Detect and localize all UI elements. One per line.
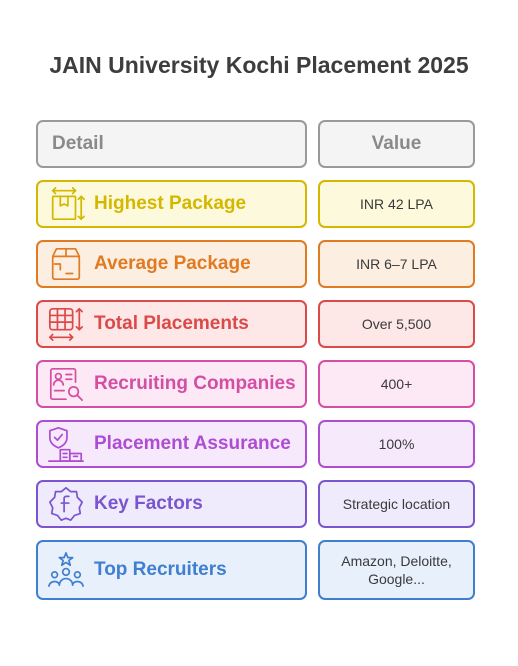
value-text: Strategic location	[342, 496, 451, 512]
value-cell-total-placements: Over 5,500	[318, 300, 475, 348]
detail-cell-key-factors: Key Factors	[36, 480, 307, 528]
people-star-icon	[46, 550, 86, 590]
detail-label: Total Placements	[94, 313, 249, 334]
detail-label: Key Factors	[94, 493, 203, 514]
package-arrows-icon	[46, 184, 86, 224]
value-cell-highest-package: INR 42 LPA	[318, 180, 475, 228]
value-text: Amazon, Deloitte, Google...	[341, 553, 452, 587]
value-cell-key-factors: Strategic location	[318, 480, 475, 528]
value-text: 100%	[378, 436, 415, 452]
detail-cell-top-recruiters: Top Recruiters	[36, 540, 307, 600]
detail-label: Recruiting Companies	[94, 373, 296, 394]
page-title: JAIN University Kochi Placement 2025	[49, 52, 469, 78]
value-text: 400+	[380, 376, 413, 392]
value-cell-top-recruiters: Amazon, Deloitte, Google...	[318, 540, 475, 600]
shield-buildings-icon	[46, 424, 86, 464]
value-cell-average-package: INR 6–7 LPA	[318, 240, 475, 288]
open-box-icon	[46, 244, 86, 284]
value-header-label: Value	[371, 133, 422, 154]
facebook-badge-icon	[46, 484, 86, 524]
detail-cell-recruiting-companies: Recruiting Companies	[36, 360, 307, 408]
detail-label: Placement Assurance	[94, 433, 291, 454]
value-text: INR 42 LPA	[360, 196, 433, 212]
detail-cell-highest-package: Highest Package	[36, 180, 307, 228]
detail-header-label: Detail	[52, 133, 104, 154]
value-column-header: Value	[318, 120, 475, 168]
value-text: INR 6–7 LPA	[356, 256, 437, 272]
detail-label: Top Recruiters	[94, 559, 227, 580]
grid-resize-icon	[46, 304, 86, 344]
detail-cell-average-package: Average Package	[36, 240, 307, 288]
detail-cell-total-placements: Total Placements	[36, 300, 307, 348]
detail-label: Average Package	[94, 253, 251, 274]
value-cell-recruiting-companies: 400+	[318, 360, 475, 408]
detail-column-header: Detail	[36, 120, 307, 168]
profile-search-icon	[46, 364, 86, 404]
value-text: Over 5,500	[361, 316, 432, 332]
detail-label: Highest Package	[94, 193, 247, 214]
value-cell-placement-assurance: 100%	[318, 420, 475, 468]
detail-cell-placement-assurance: Placement Assurance	[36, 420, 307, 468]
